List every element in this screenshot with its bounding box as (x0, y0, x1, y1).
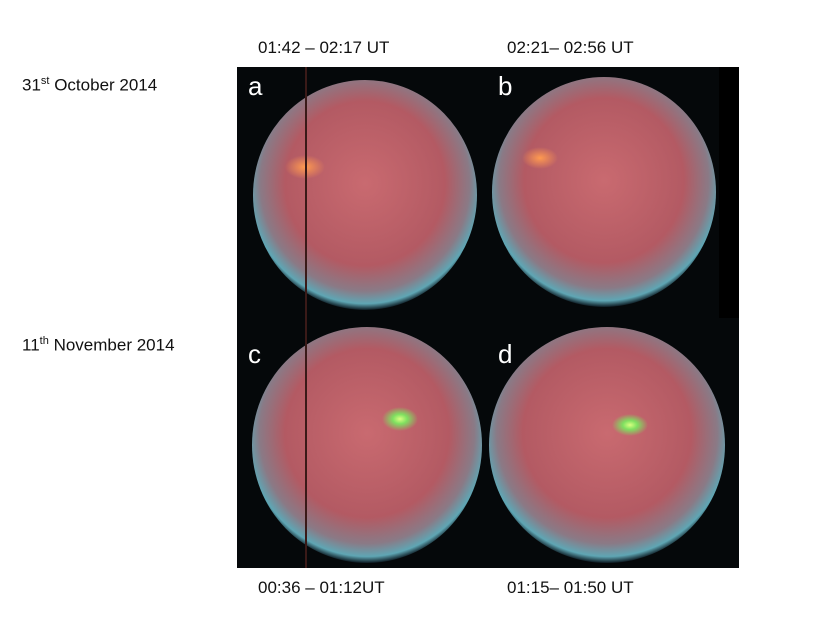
panel (489, 327, 725, 563)
panel-letter: c (248, 339, 261, 369)
panel-letter: d (498, 339, 512, 369)
time-label: 00:36 – 01:12UT (258, 578, 385, 597)
spot (382, 407, 418, 431)
spot (612, 414, 648, 436)
panel (253, 67, 477, 318)
time-label: 02:21– 02:56 UT (507, 38, 634, 57)
image-grid: a b c d (237, 67, 739, 568)
date-rest: October 2014 (49, 75, 158, 95)
panel-letter: b (498, 71, 512, 101)
edge (719, 67, 739, 318)
date-label: 11th November 2014 (22, 335, 175, 356)
day: 31 (22, 75, 41, 95)
planet (253, 80, 477, 310)
time-label: 01:15– 01:50 UT (507, 578, 634, 597)
date-rest: November 2014 (48, 335, 175, 355)
panel-letter: a (248, 71, 263, 101)
date-label: 31st October 2014 (22, 75, 157, 96)
time-label: 01:42 – 02:17 UT (258, 38, 390, 57)
day: 11 (22, 335, 40, 355)
panel (492, 67, 739, 318)
suffix: st (40, 75, 50, 87)
spot (522, 147, 558, 169)
suffix: th (39, 335, 49, 347)
panel (252, 318, 482, 568)
planet (489, 327, 725, 563)
planet (492, 77, 716, 307)
planet (252, 327, 482, 563)
